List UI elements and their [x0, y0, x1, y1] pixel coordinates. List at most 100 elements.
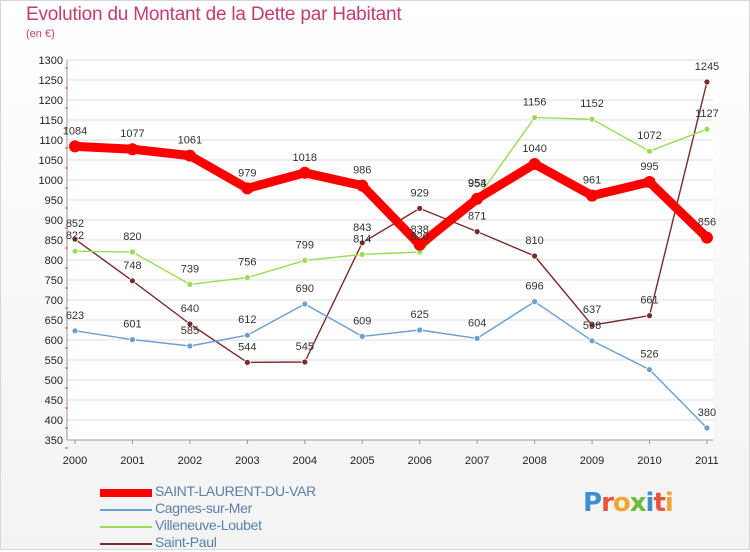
data-label: 545	[296, 341, 314, 353]
data-point	[416, 326, 424, 334]
data-label: 979	[238, 167, 256, 179]
x-tick-label: 2010	[637, 455, 661, 467]
plot-area	[67, 60, 713, 440]
data-point	[71, 235, 79, 243]
y-tick-label: 550	[45, 355, 63, 367]
y-tick-label: 350	[45, 435, 63, 447]
y-tick-label: 1100	[39, 135, 63, 147]
y-tick-label: 450	[45, 395, 63, 407]
chart-title: Evolution du Montant de la Dette par Hab…	[26, 4, 402, 25]
data-point	[243, 274, 251, 282]
data-point	[71, 247, 79, 255]
data-point	[183, 149, 196, 162]
legend-item: Saint-Paul	[100, 534, 360, 552]
data-point	[129, 336, 136, 344]
x-tick-label: 2004	[293, 455, 317, 467]
data-label: 609	[353, 315, 371, 327]
data-point	[301, 256, 309, 264]
data-label: 1084	[63, 125, 87, 137]
legend-swatch	[100, 509, 152, 511]
data-label: 601	[123, 319, 141, 331]
y-tick-label: 750	[45, 275, 63, 287]
legend-label: Villeneuve-Loubet	[155, 517, 262, 533]
data-label: 838	[411, 224, 429, 236]
data-point	[473, 334, 481, 342]
y-tick-label: 1150	[39, 115, 63, 127]
data-point	[301, 358, 309, 366]
legend-label: Saint-Paul	[155, 534, 217, 550]
y-tick-label: 1200	[39, 95, 63, 107]
data-label: 953	[468, 178, 486, 190]
legend-item: Villeneuve-Loubet	[100, 517, 360, 535]
legend-label: Cagnes-sur-Mer	[155, 500, 252, 516]
data-label: 852	[66, 218, 84, 230]
data-point	[71, 327, 79, 335]
proxiti-logo: Proxiti	[583, 488, 674, 518]
data-label: 661	[640, 295, 658, 307]
legend-swatch	[100, 543, 152, 545]
y-tick-label: 600	[45, 335, 63, 347]
data-label: 612	[238, 314, 256, 326]
data-point	[588, 337, 596, 345]
y-tick-label: 400	[45, 415, 63, 427]
data-point	[531, 114, 538, 121]
x-tick-label: 2003	[235, 455, 259, 467]
data-point	[703, 125, 711, 133]
data-label: 1040	[522, 143, 546, 155]
x-tick-label: 2005	[350, 455, 374, 467]
data-point	[186, 320, 194, 328]
chart-legend: SAINT-LAURENT-DU-VAR Cagnes-sur-Mer Villen…	[100, 483, 360, 552]
data-point	[241, 182, 254, 195]
data-point	[528, 158, 541, 170]
data-point	[358, 250, 366, 258]
data-label: 995	[640, 161, 658, 173]
data-point	[129, 277, 136, 285]
data-point	[358, 332, 366, 340]
series-line-2	[74, 116, 708, 286]
data-point	[243, 358, 251, 366]
legend-label: SAINT-LAURENT-DU-VAR	[155, 483, 316, 499]
data-point	[471, 192, 484, 205]
data-point	[413, 238, 426, 251]
series-line-1	[74, 300, 708, 429]
data-label: 954	[468, 177, 486, 189]
y-tick-label: 700	[45, 295, 63, 307]
data-label: 822	[66, 230, 84, 242]
data-label: 696	[525, 281, 543, 293]
y-tick-label: 500	[45, 375, 63, 387]
data-label: 1156	[523, 97, 547, 109]
data-point	[356, 179, 369, 192]
data-point	[646, 366, 653, 374]
data-label: 814	[353, 233, 371, 245]
data-point	[700, 231, 713, 244]
data-label: 1245	[695, 61, 719, 73]
data-label: 526	[640, 349, 658, 361]
data-point	[703, 78, 711, 86]
y-tick-label: 1050	[39, 155, 63, 167]
data-label: 961	[583, 175, 601, 187]
y-tick-label: 900	[45, 215, 63, 227]
data-label: 843	[353, 222, 371, 234]
data-label: 625	[411, 309, 429, 321]
data-point	[126, 143, 139, 156]
x-tick-label: 2008	[522, 455, 546, 467]
data-label: 1018	[293, 152, 317, 164]
data-point	[703, 424, 711, 432]
data-point	[646, 312, 653, 320]
y-tick-label: 800	[45, 255, 63, 267]
data-point	[646, 147, 653, 155]
data-label: 604	[468, 317, 486, 329]
x-tick-label: 2007	[465, 455, 489, 467]
data-point	[588, 321, 596, 329]
data-label: 1077	[120, 128, 144, 140]
chart-subtitle: (en €)	[26, 28, 55, 40]
legend-swatch	[100, 526, 152, 528]
data-label: 380	[698, 407, 716, 419]
data-label: 756	[238, 257, 256, 269]
data-label: 799	[296, 239, 314, 251]
data-point	[129, 248, 136, 256]
data-point	[358, 239, 366, 247]
data-point	[588, 115, 596, 123]
data-point	[298, 166, 311, 179]
x-tick-label: 2006	[407, 455, 431, 467]
